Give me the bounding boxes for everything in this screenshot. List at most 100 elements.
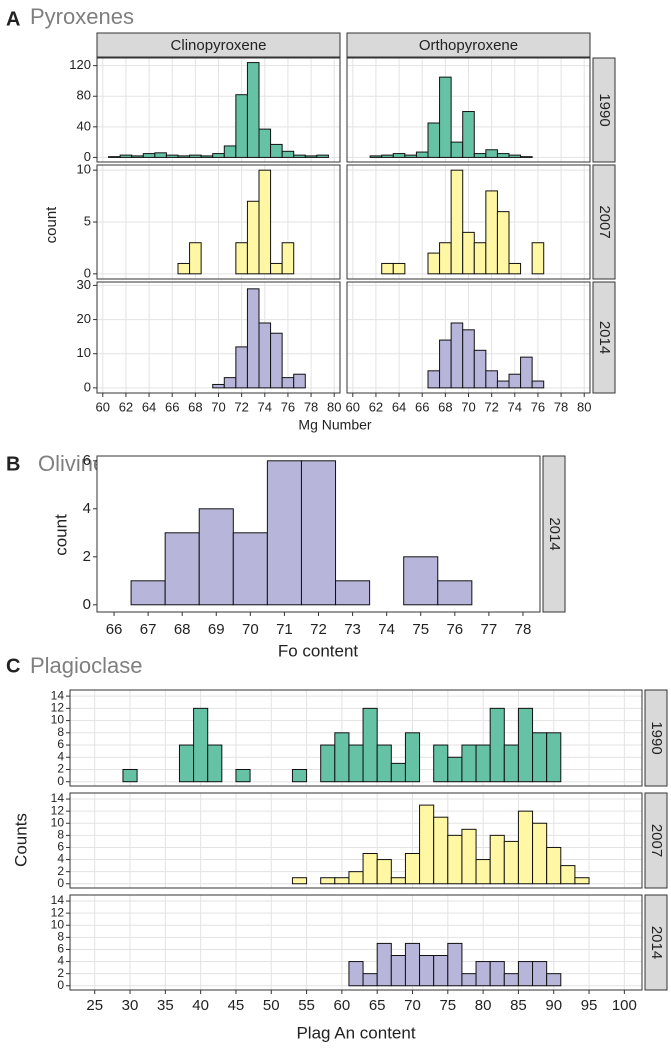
bar <box>223 145 237 158</box>
panel-border <box>96 281 341 394</box>
bar <box>291 877 308 885</box>
bar <box>419 955 435 987</box>
panel-border <box>96 164 341 280</box>
bar <box>531 380 545 389</box>
bar <box>212 153 225 158</box>
x-tick-label: 67 <box>140 621 157 638</box>
bar <box>447 942 463 987</box>
bar <box>200 155 214 158</box>
bar <box>223 377 237 389</box>
x-tick-label: 25 <box>86 997 103 1014</box>
bar <box>178 744 195 783</box>
x-tick-label: 70 <box>211 399 225 414</box>
bar <box>489 834 505 885</box>
bar <box>489 707 505 783</box>
bar <box>258 169 272 275</box>
x-tick-label: 74 <box>508 399 522 414</box>
bar <box>270 143 283 158</box>
bar <box>281 377 295 389</box>
x-tick-label: 80 <box>577 399 591 414</box>
bar <box>246 288 260 389</box>
y-tick-label: 10 <box>51 815 65 829</box>
bar <box>348 744 364 783</box>
bar <box>142 153 156 158</box>
bar <box>517 707 534 783</box>
bar <box>450 322 464 389</box>
y-tick-label: 4 <box>57 954 64 968</box>
bar <box>300 460 337 606</box>
bar <box>503 840 519 885</box>
x-tick-label: 77 <box>481 621 498 638</box>
bar <box>381 262 394 275</box>
bar <box>496 153 510 158</box>
bar <box>546 973 562 987</box>
facet-label: 2014 <box>546 517 563 550</box>
bar <box>427 252 441 275</box>
bar <box>403 556 439 606</box>
bar <box>348 871 364 885</box>
y-tick-label: 10 <box>51 917 65 931</box>
x-tick-label: 72 <box>310 621 327 638</box>
y-tick-label: 6 <box>83 452 91 469</box>
x-tick-label: 71 <box>276 621 293 638</box>
x-tick-label: 30 <box>122 997 139 1014</box>
bar <box>531 242 545 275</box>
bar <box>404 732 421 783</box>
bar <box>376 744 392 783</box>
bar <box>450 169 464 275</box>
facet-strip <box>96 32 341 58</box>
y-axis-label: count <box>43 206 60 244</box>
bar <box>404 154 417 158</box>
bar <box>235 94 248 158</box>
x-tick-label: 65 <box>369 997 386 1014</box>
facet-strip <box>644 689 668 787</box>
bar <box>473 349 487 389</box>
bar <box>532 961 548 987</box>
x-tick-label: 62 <box>119 399 133 414</box>
x-tick-label: 68 <box>174 621 191 638</box>
bar <box>293 373 306 389</box>
y-tick-label: 0 <box>84 149 91 164</box>
facet-label: Orthopyroxene <box>419 37 518 54</box>
bar <box>447 834 463 885</box>
bar <box>461 828 477 885</box>
x-tick-label: 78 <box>515 621 532 638</box>
panel-border <box>346 281 591 394</box>
x-tick-label: 72 <box>234 399 248 414</box>
bar <box>281 242 295 275</box>
bar <box>517 810 534 885</box>
y-tick-label: 12 <box>51 701 65 715</box>
bar <box>207 744 223 783</box>
x-tick-label: 68 <box>438 399 452 414</box>
facet-label: 2007 <box>596 205 613 238</box>
x-tick-label: 60 <box>96 399 110 414</box>
x-tick-label: 66 <box>415 399 429 414</box>
bar <box>164 532 200 606</box>
bar <box>376 859 392 885</box>
bar <box>235 346 248 389</box>
bar <box>503 744 519 783</box>
x-tick-label: 80 <box>475 997 492 1014</box>
bar <box>165 154 179 158</box>
bar <box>270 262 283 275</box>
x-tick-label: 80 <box>327 399 341 414</box>
x-tick-label: 78 <box>554 399 568 414</box>
x-tick-label: 35 <box>157 997 174 1014</box>
y-tick-label: 0 <box>84 265 91 280</box>
bar <box>177 155 191 158</box>
bar <box>235 242 248 275</box>
bar <box>447 756 463 783</box>
bar <box>212 383 225 389</box>
bar <box>270 332 283 389</box>
x-tick-label: 45 <box>228 997 245 1014</box>
bar <box>130 580 166 606</box>
bar <box>281 150 295 158</box>
bar <box>334 877 350 885</box>
x-tick-label: 95 <box>581 997 598 1014</box>
x-tick-label: 40 <box>192 997 209 1014</box>
panel-title: Pyroxenes <box>30 4 134 29</box>
bar <box>517 961 534 987</box>
x-tick-label: 76 <box>281 399 295 414</box>
bar <box>381 154 394 158</box>
